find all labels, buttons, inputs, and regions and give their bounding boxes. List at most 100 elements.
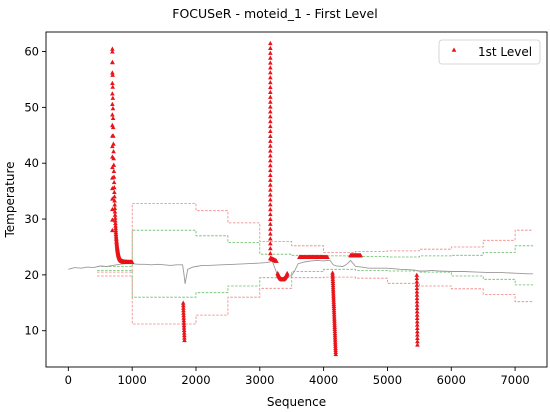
anomaly-marker — [332, 326, 338, 332]
anomaly-marker — [181, 307, 186, 313]
anomaly-marker — [415, 335, 420, 340]
anomaly-marker — [110, 70, 115, 75]
anomaly-marker — [268, 50, 273, 55]
anomaly-marker — [414, 309, 420, 314]
anomaly-marker — [112, 194, 117, 199]
anomaly-marker — [110, 101, 115, 107]
anomaly-marker — [330, 274, 336, 279]
anomaly-marker — [331, 305, 337, 311]
anomaly-marker — [268, 202, 273, 207]
anomaly-marker — [111, 179, 117, 185]
anomaly-marker — [268, 70, 273, 75]
anomaly-marker — [268, 231, 273, 236]
anomaly-marker — [268, 65, 273, 70]
anomaly-marker — [268, 60, 273, 65]
x-axis-label: Sequence — [267, 395, 326, 409]
y-tick-label: 10 — [24, 324, 39, 338]
anomaly-marker — [110, 164, 115, 170]
anomaly-marker — [110, 46, 115, 51]
anomaly-marker — [333, 347, 338, 352]
anomaly-marker — [110, 122, 115, 128]
anomaly-marker — [332, 324, 337, 329]
anomaly-marker — [268, 226, 273, 231]
anomaly-marker — [268, 153, 273, 158]
anomaly-marker — [414, 322, 420, 327]
anomaly-marker — [333, 343, 338, 348]
anomaly-marker — [110, 206, 115, 212]
anomaly-marker — [181, 325, 187, 330]
anomaly-marker — [110, 91, 115, 96]
y-axis-label: Temperature — [3, 161, 17, 238]
anomaly-marker — [268, 109, 273, 114]
anomaly-marker — [113, 225, 118, 230]
anomaly-marker — [112, 202, 118, 207]
y-tick-label: 20 — [24, 268, 39, 282]
anomaly-marker — [325, 254, 330, 259]
y-tick-label: 50 — [24, 100, 39, 114]
x-tick-label: 3000 — [245, 373, 274, 387]
anomaly-marker — [333, 345, 338, 350]
anomaly-marker — [268, 75, 273, 80]
anomaly-marker — [268, 172, 273, 178]
anomaly-marker — [181, 322, 187, 328]
anomaly-marker — [331, 314, 337, 319]
anomaly-marker — [268, 84, 273, 90]
anomaly-marker — [111, 148, 116, 154]
anomaly-marker — [415, 342, 420, 347]
anomaly-marker — [268, 221, 273, 226]
anomaly-marker — [268, 182, 273, 187]
x-tick-label: 1000 — [118, 373, 147, 387]
anomaly-marker — [415, 339, 420, 344]
anomaly-marker — [414, 285, 420, 291]
anomaly-marker — [332, 337, 338, 342]
x-tick-label: 0 — [65, 373, 72, 387]
y-tick-label: 30 — [24, 212, 39, 226]
anomaly-marker — [414, 272, 420, 277]
anomaly-marker — [268, 119, 273, 124]
anomaly-marker — [330, 289, 336, 294]
anomaly-marker — [268, 187, 273, 192]
anomaly-marker — [110, 133, 115, 138]
anomaly-marker — [268, 216, 273, 221]
anomaly-marker — [268, 148, 273, 153]
anomaly-marker — [414, 315, 420, 321]
chart-title: FOCUSeR - moteid_1 - First Level — [172, 6, 377, 21]
anomaly-marker — [268, 167, 273, 173]
anomaly-marker — [414, 319, 420, 324]
anomaly-marker — [332, 316, 337, 321]
anomaly-marker — [182, 337, 187, 343]
anomaly-marker — [332, 318, 337, 323]
anomaly-marker — [268, 211, 273, 217]
anomaly-marker — [113, 220, 118, 226]
anomaly-marker — [331, 303, 337, 309]
anomaly-marker — [181, 320, 187, 325]
anomaly-marker — [268, 177, 273, 182]
threshold-lower-inner — [97, 268, 533, 298]
anomaly-marker — [330, 284, 336, 290]
anomaly-marker — [110, 196, 115, 201]
anomaly-marker — [110, 112, 115, 117]
anomaly-marker — [110, 154, 115, 159]
anomaly-marker — [268, 143, 273, 148]
anomaly-marker — [112, 189, 117, 194]
anomaly-marker — [331, 299, 337, 304]
anomaly-marker — [268, 114, 273, 119]
anomaly-marker — [330, 270, 335, 275]
anomaly-marker — [268, 104, 273, 109]
anomaly-marker — [414, 289, 420, 294]
x-tick-label: 6000 — [437, 373, 466, 387]
anomaly-marker — [414, 295, 420, 301]
anomaly-marker — [268, 158, 273, 163]
anomaly-marker — [268, 236, 273, 241]
anomaly-marker — [110, 143, 115, 149]
x-tick-label: 5000 — [373, 373, 402, 387]
anomaly-marker — [268, 246, 273, 251]
anomaly-marker — [110, 106, 116, 111]
anomaly-marker — [331, 301, 337, 306]
anomaly-marker — [112, 212, 118, 217]
anomaly-marker — [268, 192, 273, 197]
anomaly-marker — [181, 305, 186, 310]
anomaly-marker — [181, 317, 187, 323]
